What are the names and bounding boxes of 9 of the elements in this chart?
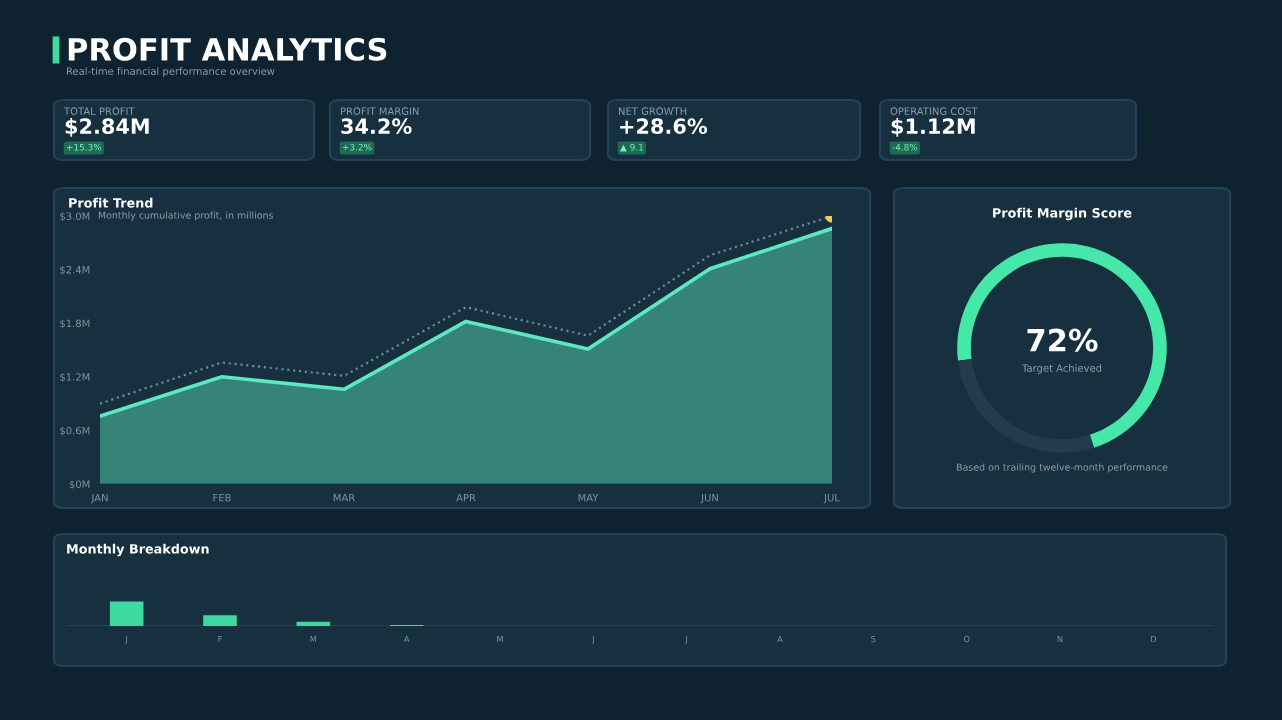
bar	[109, 601, 144, 626]
text: $1.12M	[891, 117, 975, 137]
donut-slice	[957, 243, 1167, 448]
text: +28.6%	[620, 118, 708, 135]
text: $2.84M	[65, 117, 149, 137]
text: PROFIT ANALYTICS	[68, 37, 387, 61]
bar	[203, 615, 237, 626]
text: 34.2%	[341, 118, 412, 135]
text: 72%	[1027, 328, 1098, 352]
